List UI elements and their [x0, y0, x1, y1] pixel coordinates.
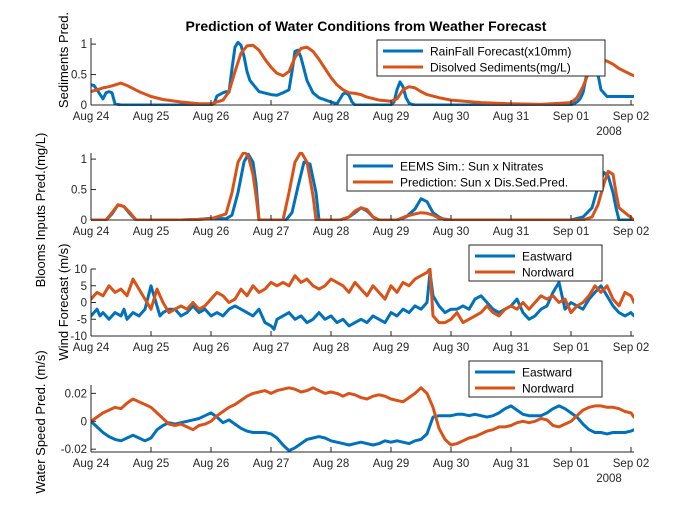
panel-2-x-tick-label: Aug 31	[493, 226, 529, 238]
panel-4-y-tick-label: 0.02	[65, 388, 87, 400]
panel-3-y-tick-label: -5	[77, 314, 87, 326]
panel-1-x-tick-label: Aug 24	[73, 111, 110, 123]
panel-1-y-tick-label: 0	[81, 100, 87, 112]
panel-2-legend-box	[346, 154, 604, 192]
panel-4-series-1-line	[91, 404, 634, 453]
panel-2-x-tick-label: Aug 25	[133, 226, 169, 238]
panel-3-x-tick-label: Aug 30	[433, 342, 469, 354]
panel-3-x-tick-label: Sep 02	[613, 342, 649, 354]
panel-1-x-tick-label: Aug 28	[313, 111, 349, 123]
panel-4-series-2-line	[91, 386, 634, 447]
panel-3-x-tick-label: Aug 28	[313, 342, 349, 354]
panel-3-y-tick-label: -10	[70, 331, 87, 343]
panels-layer: Aug 24 Aug 25 Aug 26 Aug 27 Aug 28 Aug 29 Aug …	[33, 12, 649, 494]
panel-4-legend: Eastward Nordward	[468, 360, 603, 398]
panel-1-y-tick-label: 1	[81, 39, 87, 51]
panel-4-legend-label: Eastward	[522, 366, 572, 380]
panel-1-y-tick-label: 0.5	[71, 70, 87, 82]
panel-2-y-label: Blooms Inputs Pred.(mg/L)	[33, 133, 48, 288]
panel-4-x-tick-label: Aug 27	[253, 458, 289, 470]
panel-3-x-tick-label: Aug 26	[193, 342, 229, 354]
panel-1-year-label: 2008	[596, 126, 622, 138]
panel-3-legend-label: Nordward	[522, 266, 574, 280]
panel-3-x-tick-label: Aug 29	[373, 342, 409, 354]
panel-1-series-2-line	[91, 43, 634, 106]
panel-4-x-tick-label: Aug 28	[313, 458, 349, 470]
panel-3-legend-label: Eastward	[522, 250, 572, 264]
panel-1-legend-label: RainFall Forecast(x10mm)	[430, 45, 571, 59]
panel-1-x-tick-label: Aug 31	[493, 111, 529, 123]
panel-4-legend-label: Nordward	[522, 382, 574, 396]
panel-4-x-tick-label: Aug 29	[373, 458, 409, 470]
panel-2-x-tick-label: Aug 27	[253, 226, 289, 238]
panel-3-x-tick-label: Aug 25	[133, 342, 169, 354]
chart-title: Prediction of Water Conditions from Weat…	[186, 18, 547, 34]
panel-2-legend-label: Prediction: Sun x Dis.Sed.Pred.	[400, 176, 568, 190]
panel-3-legend: Eastward Nordward	[468, 244, 603, 282]
panel-1-legend-label: Disolved Sediments(mg/L)	[430, 61, 571, 75]
panel-1-legend-box	[376, 39, 606, 77]
panel-3-y-tick-label: 10	[74, 264, 87, 276]
panel-4-year-label: 2008	[596, 473, 622, 485]
panel-2-x-tick-label: Aug 28	[313, 226, 349, 238]
panel-2-x-tick-label: Aug 30	[433, 226, 469, 238]
panel-3-y-tick-label: 0	[81, 298, 87, 310]
panel-2: Aug 24 Aug 25 Aug 26 Aug 27 Aug 28 Aug 29 Aug …	[33, 133, 649, 288]
panel-1-x-tick-label: Aug 25	[133, 111, 169, 123]
panel-1-x-tick-label: Aug 29	[373, 111, 409, 123]
panel-1-x-tick-label: Aug 30	[433, 111, 469, 123]
panel-4-x-tick-label: Aug 30	[433, 458, 469, 470]
panel-4-y-label: Water Speed Pred. (m/s)	[33, 350, 48, 493]
panel-2-y-tick-label: 1	[81, 154, 87, 166]
panel-4-y-tick-label: 0	[81, 416, 87, 428]
panel-3-legend-box	[468, 244, 603, 282]
panel-4-x-tick-label: Aug 25	[133, 458, 169, 470]
panel-1-x-tick-label: Sep 02	[613, 111, 649, 123]
panel-3-y-label: Wind Forecast (m/s)	[56, 243, 71, 360]
panel-3-y-tick-label: 5	[81, 281, 87, 293]
panel-4-x-tick-label: Sep 02	[613, 458, 649, 470]
panel-2-legend: EEMS Sim.: Sun x Nitrates Prediction: Sun…	[346, 154, 604, 192]
panel-3-series-2-line	[91, 268, 634, 325]
panel-4-x-tick-label: Aug 31	[493, 458, 529, 470]
panel-1-x-tick-label: Sep 01	[553, 111, 589, 123]
panel-2-x-tick-label: Aug 26	[193, 226, 229, 238]
panel-4-x-tick-label: Aug 24	[73, 458, 110, 470]
panel-3-x-tick-label: Aug 24	[73, 342, 110, 354]
panel-1-legend: RainFall Forecast(x10mm) Disolved Sedimen…	[376, 39, 606, 77]
panel-2-y-tick-label: 0.5	[71, 185, 87, 197]
panel-2-x-tick-label: Sep 01	[553, 226, 589, 238]
panel-4-legend-box	[468, 360, 603, 398]
panel-2-x-tick-label: Aug 29	[373, 226, 409, 238]
panel-1-x-tick-label: Aug 26	[193, 111, 229, 123]
panel-3: Aug 24 Aug 25 Aug 26 Aug 27 Aug 28 Aug 29 Aug …	[56, 243, 649, 360]
panel-4: Aug 24 Aug 25 Aug 26 Aug 27 Aug 28 Aug 29 Aug …	[33, 350, 649, 493]
panel-2-legend-label: EEMS Sim.: Sun x Nitrates	[400, 160, 543, 174]
panel-3-x-tick-label: Aug 27	[253, 342, 289, 354]
panel-4-y-tick-label: -0.02	[61, 444, 87, 456]
panel-3-x-tick-label: Aug 31	[493, 342, 529, 354]
panel-2-x-tick-label: Aug 24	[73, 226, 110, 238]
panel-3-x-tick-label: Sep 01	[553, 342, 589, 354]
panel-1-x-tick-label: Aug 27	[253, 111, 289, 123]
panel-2-x-tick-label: Sep 02	[613, 226, 649, 238]
panel-2-y-tick-label: 0	[81, 215, 87, 227]
panel-3-series-1-line	[91, 270, 634, 331]
panel-1: Aug 24 Aug 25 Aug 26 Aug 27 Aug 28 Aug 29 Aug …	[56, 12, 649, 138]
panel-1-y-label: Sediments Pred.	[56, 12, 71, 108]
panel-4-x-tick-label: Aug 26	[193, 458, 229, 470]
panel-4-x-tick-label: Sep 01	[553, 458, 589, 470]
